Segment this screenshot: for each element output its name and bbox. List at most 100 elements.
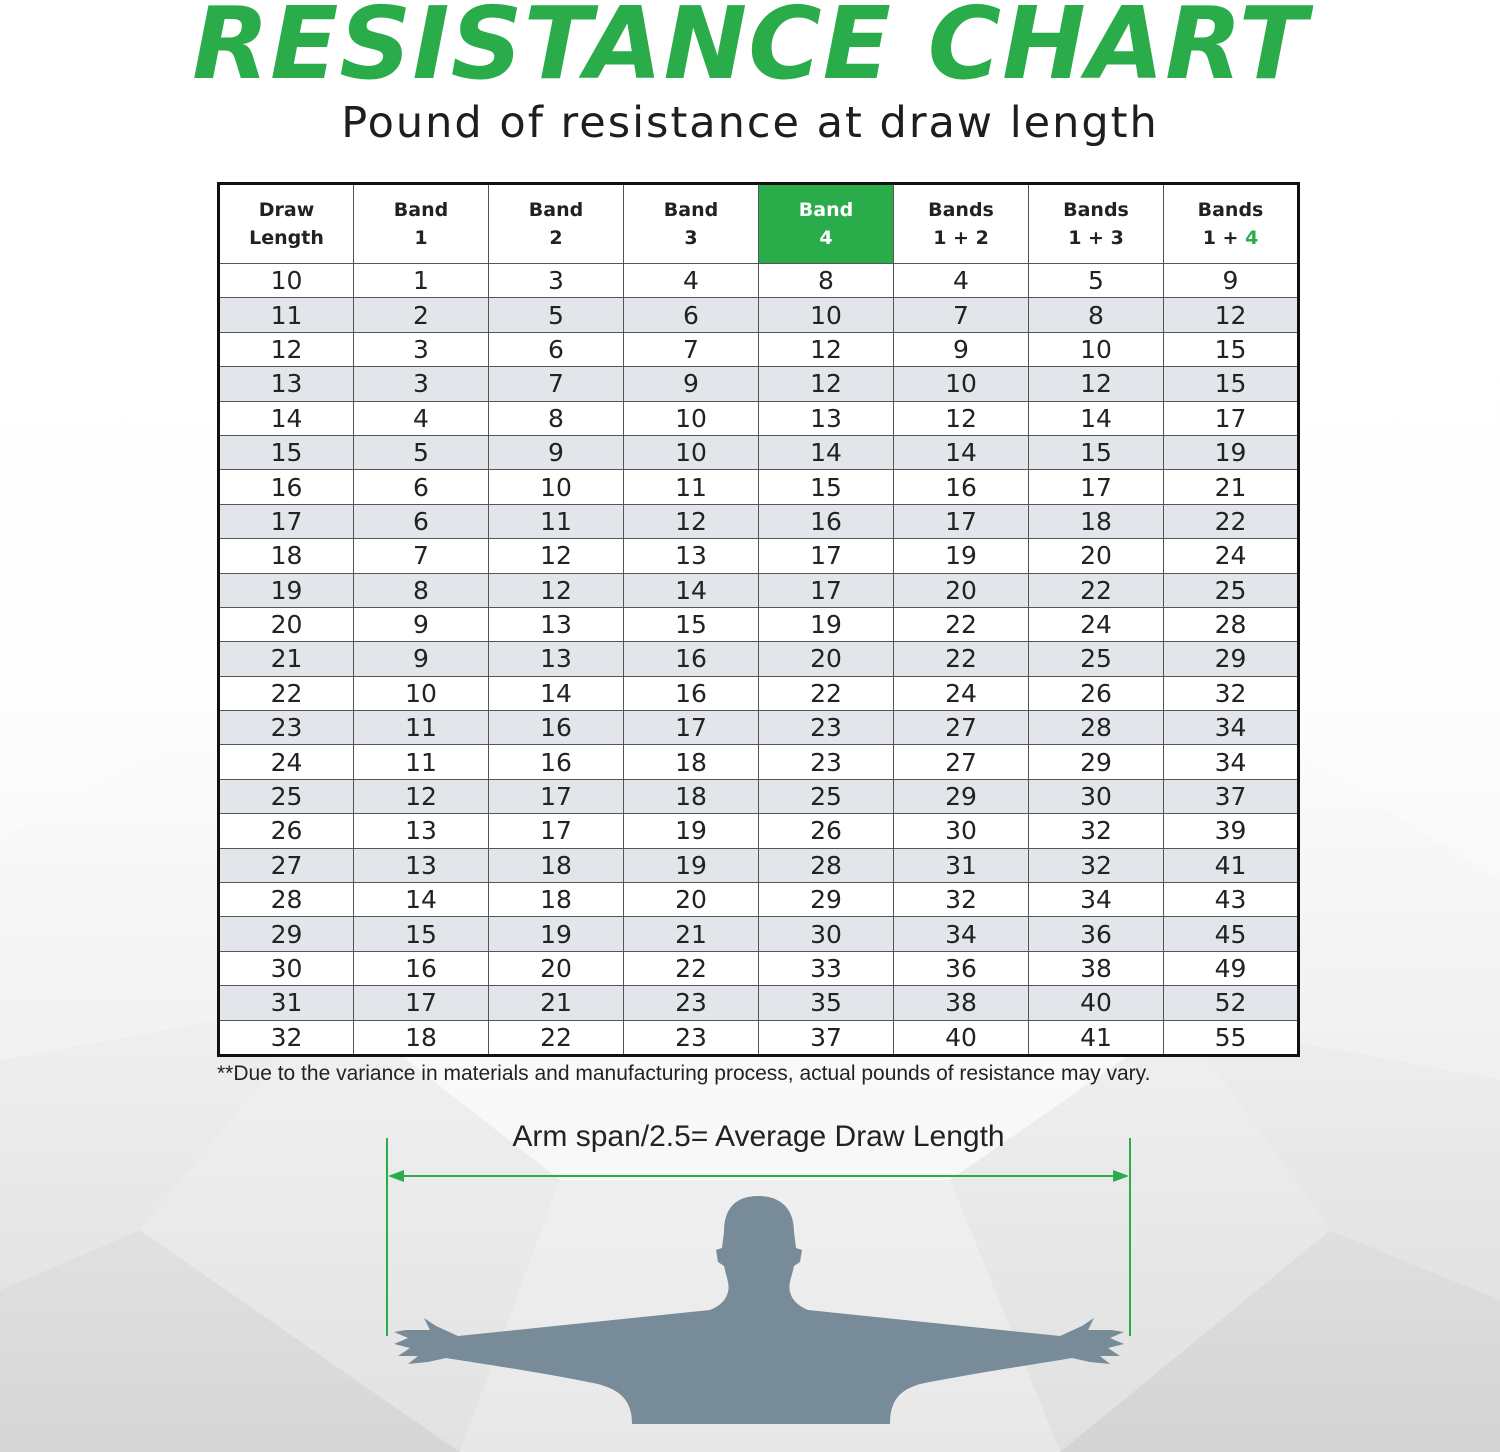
cell-band-4: 23	[758, 710, 894, 746]
cell-band-2: 13	[488, 606, 624, 643]
cell-bands-1-2: 27	[893, 710, 1029, 746]
cell-bands-1-4: 41	[1163, 847, 1299, 884]
cell-bands-1-2: 32	[893, 882, 1029, 918]
cell-bands-1-2: 31	[893, 847, 1029, 884]
cell-draw-length: 20	[218, 606, 354, 643]
cell-bands-1-4: 28	[1163, 606, 1299, 643]
cell-bands-1-2: 29	[893, 778, 1029, 815]
cell-band-2: 16	[488, 710, 624, 746]
cell-band-2: 10	[488, 469, 624, 505]
cell-band-2: 13	[488, 641, 624, 677]
header-band-1: Band 1	[353, 183, 489, 264]
arrow-right-icon	[1113, 1170, 1129, 1182]
cell-band-2: 16	[488, 744, 624, 780]
cell-band-3: 21	[623, 916, 759, 952]
table-row: 25 12 17 18 25 29 30 37	[218, 778, 1299, 815]
table-row: 29 15 19 21 30 34 36 45	[218, 916, 1299, 952]
cell-band-3: 6	[623, 297, 759, 333]
table-row: 12 3 6 7 12 9 10 15	[218, 331, 1299, 368]
table-row: 17 6 11 12 16 17 18 22	[218, 503, 1299, 540]
cell-band-3: 23	[623, 1019, 759, 1056]
cell-bands-1-3: 29	[1028, 744, 1164, 780]
cell-band-1: 9	[353, 606, 489, 643]
table-body: 10 1 3 4 8 4 5 9 11 2 5 6 10 7 8 12 12 3 6 7 12 9 10 15 13 3 7 9 12 1…	[218, 262, 1299, 1056]
header-bands-1-3: Bands 1 + 3	[1028, 183, 1164, 264]
cell-band-2: 3	[488, 262, 624, 299]
cell-bands-1-2: 12	[893, 400, 1029, 436]
cell-bands-1-4: 15	[1163, 331, 1299, 368]
cell-band-4: 10	[758, 297, 894, 333]
cell-bands-1-2: 4	[893, 262, 1029, 299]
cell-band-3: 18	[623, 744, 759, 780]
cell-band-2: 20	[488, 950, 624, 987]
cell-draw-length: 13	[218, 366, 354, 402]
cell-draw-length: 17	[218, 503, 354, 540]
cell-draw-length: 21	[218, 641, 354, 677]
cell-band-1: 12	[353, 778, 489, 815]
cell-band-1: 6	[353, 469, 489, 505]
cell-bands-1-4: 24	[1163, 538, 1299, 574]
cell-band-1: 9	[353, 641, 489, 677]
cell-draw-length: 16	[218, 469, 354, 505]
cell-band-2: 17	[488, 778, 624, 815]
cell-band-1: 15	[353, 916, 489, 952]
cell-band-4: 12	[758, 366, 894, 402]
table-row: 20 9 13 15 19 22 24 28	[218, 606, 1299, 643]
cell-band-4: 12	[758, 331, 894, 368]
cell-band-1: 11	[353, 710, 489, 746]
cell-band-3: 22	[623, 950, 759, 987]
table-row: 28 14 18 20 29 32 34 43	[218, 882, 1299, 918]
table-row: 27 13 18 19 28 31 32 41	[218, 847, 1299, 884]
cell-band-2: 12	[488, 538, 624, 574]
cell-bands-1-4: 15	[1163, 366, 1299, 402]
cell-band-3: 19	[623, 813, 759, 849]
cell-bands-1-3: 15	[1028, 434, 1164, 471]
silhouette-icon	[394, 1196, 1124, 1424]
cell-band-3: 14	[623, 572, 759, 608]
resistance-table: Draw Length Band 1 Band 2 Band 3 Band 4 Bands…	[217, 182, 1300, 1057]
cell-bands-1-3: 36	[1028, 916, 1164, 952]
cell-bands-1-4: 21	[1163, 469, 1299, 505]
cell-band-3: 16	[623, 675, 759, 712]
cell-bands-1-4: 32	[1163, 675, 1299, 712]
cell-band-1: 18	[353, 1019, 489, 1056]
cell-band-4: 23	[758, 744, 894, 780]
cell-bands-1-3: 41	[1028, 1019, 1164, 1056]
cell-bands-1-3: 14	[1028, 400, 1164, 436]
cell-band-1: 16	[353, 950, 489, 987]
cell-band-1: 13	[353, 813, 489, 849]
cell-band-1: 13	[353, 847, 489, 884]
cell-bands-1-3: 32	[1028, 813, 1164, 849]
cell-bands-1-3: 32	[1028, 847, 1164, 884]
cell-bands-1-4: 34	[1163, 744, 1299, 780]
cell-bands-1-3: 17	[1028, 469, 1164, 505]
header-band-2: Band 2	[488, 183, 624, 264]
cell-band-4: 20	[758, 641, 894, 677]
cell-bands-1-2: 9	[893, 331, 1029, 368]
cell-band-4: 30	[758, 916, 894, 952]
cell-band-4: 19	[758, 606, 894, 643]
header-band-4: Band 4	[758, 183, 894, 264]
cell-band-3: 11	[623, 469, 759, 505]
cell-band-1: 11	[353, 744, 489, 780]
cell-band-1: 10	[353, 675, 489, 712]
table-row: 18 7 12 13 17 19 20 24	[218, 538, 1299, 574]
cell-band-4: 35	[758, 985, 894, 1021]
cell-bands-1-2: 40	[893, 1019, 1029, 1056]
cell-bands-1-4: 29	[1163, 641, 1299, 677]
cell-bands-1-3: 18	[1028, 503, 1164, 540]
cell-bands-1-2: 24	[893, 675, 1029, 712]
cell-bands-1-4: 9	[1163, 262, 1299, 299]
armspan-label: Arm span/2.5= Average Draw Length	[512, 1120, 1005, 1153]
cell-bands-1-4: 39	[1163, 813, 1299, 849]
cell-bands-1-2: 7	[893, 297, 1029, 333]
cell-draw-length: 11	[218, 297, 354, 333]
header-bands-1-2: Bands 1 + 2	[893, 183, 1029, 264]
cell-bands-1-3: 10	[1028, 331, 1164, 368]
cell-bands-1-2: 27	[893, 744, 1029, 780]
footnote: **Due to the variance in materials and m…	[217, 1062, 1151, 1085]
cell-bands-1-2: 22	[893, 641, 1029, 677]
cell-band-4: 17	[758, 572, 894, 608]
cell-band-1: 2	[353, 297, 489, 333]
cell-draw-length: 10	[218, 262, 354, 299]
